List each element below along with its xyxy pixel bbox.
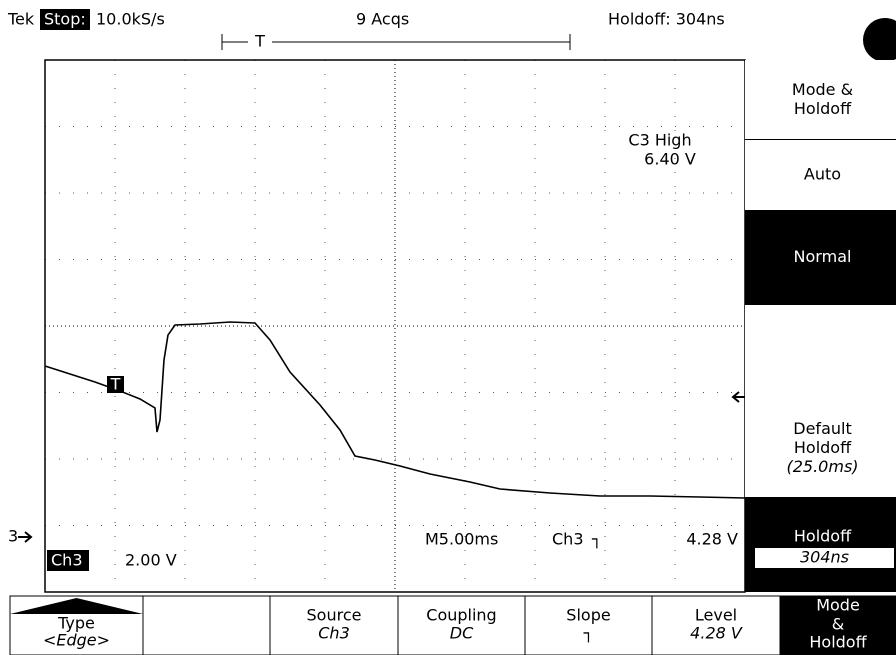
- menu-label: Auto: [804, 165, 841, 184]
- channel-arrow: [18, 531, 33, 543]
- state-box: [40, 9, 90, 30]
- menu-value: 304ns: [800, 548, 849, 567]
- softkey[interactable]: [269, 595, 399, 655]
- menu-value-box: [755, 548, 894, 568]
- softkey[interactable]: [779, 595, 896, 655]
- trigger-high-value: 6.40 V: [644, 150, 696, 169]
- volts-per-div: 2.00 V: [125, 551, 177, 570]
- channel: Ch3: [51, 551, 83, 570]
- acquisitions: 9 Acqs: [356, 10, 409, 29]
- softkey-title: Source: [307, 606, 362, 625]
- softkey[interactable]: [397, 595, 526, 655]
- softkey-value: 4.28 V: [690, 624, 743, 643]
- softkey-title: Level: [695, 606, 737, 625]
- state: Stop:: [44, 10, 86, 29]
- softkey-value: Ch3: [318, 624, 350, 643]
- softkey[interactable]: [524, 595, 653, 655]
- sample-rate: 10.0kS/s: [96, 10, 165, 29]
- record-bracket: [221, 34, 571, 50]
- menu-label: Normal: [794, 247, 852, 266]
- softkey-title: Mode: [816, 596, 860, 615]
- softkey-title: Slope: [566, 606, 610, 625]
- menu-label: Default: [793, 419, 851, 438]
- softkey[interactable]: [142, 595, 271, 655]
- timebase: M5.00ms: [425, 530, 498, 549]
- softkey-value: DC: [450, 624, 474, 643]
- menu-item[interactable]: [745, 400, 896, 497]
- menu-label: (25.0ms): [786, 457, 858, 476]
- menu-item[interactable]: [745, 210, 896, 305]
- menu-item[interactable]: [745, 305, 896, 400]
- brand: Tek: [7, 10, 35, 29]
- menu-item: [745, 60, 896, 140]
- waveform: [44, 321, 746, 499]
- softkey-title: Coupling: [426, 606, 496, 625]
- softkey-triangle: [10, 598, 143, 614]
- channel-marker: 3: [8, 527, 18, 546]
- softkey[interactable]: [651, 595, 781, 655]
- status-indicator: [863, 18, 896, 62]
- trigger-level-arrow: [731, 391, 746, 403]
- trigger-marker-box: [107, 376, 124, 393]
- trigger-high-label: C3 High: [628, 131, 691, 150]
- graticule: [45, 60, 745, 592]
- menu-label: Holdoff: [794, 438, 852, 457]
- trigger-marker: T: [110, 375, 121, 394]
- channel-box: [47, 550, 89, 571]
- trigger-position-bg: [248, 32, 272, 52]
- softkey-value: ┐: [583, 624, 594, 643]
- trigger-level: 4.28 V: [686, 530, 738, 549]
- softkey-title: Type: [57, 614, 95, 633]
- softkey-value: <Edge>: [43, 631, 110, 650]
- trigger-position: T: [254, 32, 265, 51]
- menu-item[interactable]: [745, 140, 896, 210]
- softkey-label: Holdoff: [809, 633, 867, 652]
- side-menu: Mode &HoldoffAutoNormalDefaultHoldoff(25…: [744, 60, 896, 592]
- menu-label: Mode &: [792, 80, 853, 99]
- menu-item[interactable]: [745, 497, 896, 592]
- trigger-slope: ┐: [591, 530, 602, 549]
- softkey-label: &: [832, 615, 844, 634]
- menu-label: Holdoff: [794, 527, 852, 546]
- menu-label: Holdoff: [794, 99, 852, 118]
- holdoff-readout: Holdoff: 304ns: [608, 10, 725, 29]
- trigger-source: Ch3: [552, 530, 584, 549]
